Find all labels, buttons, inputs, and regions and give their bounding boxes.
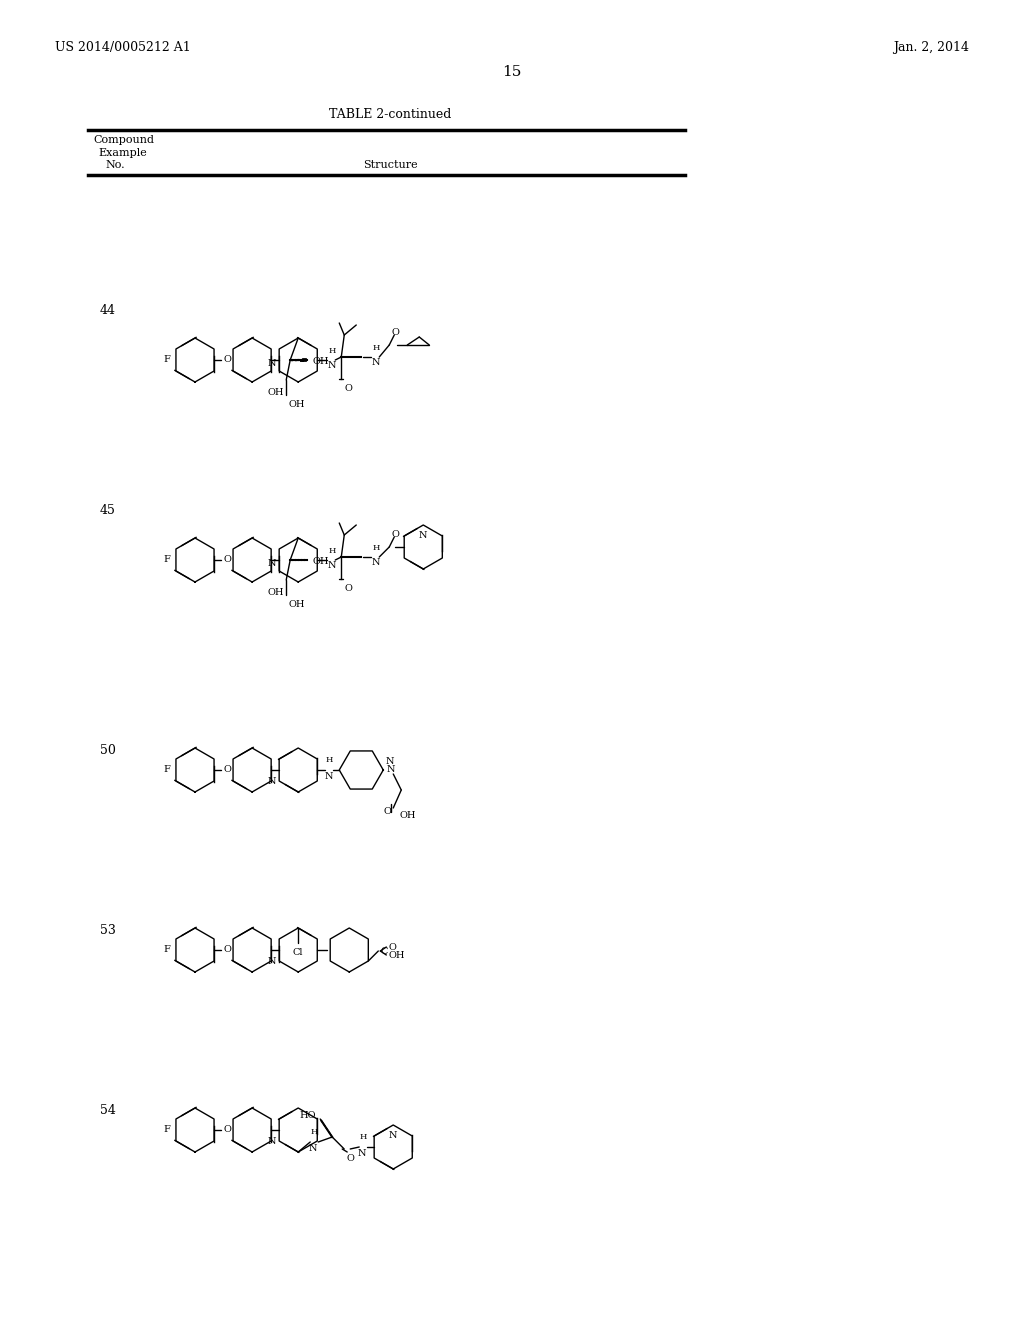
Text: N: N [267, 1137, 276, 1146]
Text: O: O [391, 531, 399, 539]
Text: OH: OH [388, 950, 404, 960]
Text: OH: OH [288, 400, 305, 409]
Text: OH: OH [312, 358, 329, 367]
Text: N: N [389, 1131, 397, 1140]
Text: 53: 53 [100, 924, 116, 936]
Text: TABLE 2-continued: TABLE 2-continued [329, 108, 452, 121]
Text: N: N [267, 957, 276, 965]
Text: O: O [223, 355, 231, 364]
Text: OH: OH [399, 812, 416, 821]
Text: H: H [329, 546, 336, 554]
Text: F: F [163, 355, 170, 364]
Text: O: O [223, 945, 231, 954]
Text: N: N [419, 531, 427, 540]
Text: H: H [373, 345, 380, 352]
Text: F: F [163, 556, 170, 565]
Text: OH: OH [267, 587, 285, 597]
Text: N: N [267, 359, 276, 368]
Text: N: N [267, 558, 276, 568]
Text: F: F [163, 766, 170, 775]
Text: 50: 50 [100, 743, 116, 756]
Text: Jan. 2, 2014: Jan. 2, 2014 [893, 41, 969, 54]
Text: HO: HO [300, 1110, 316, 1119]
Text: O: O [391, 327, 399, 337]
Text: No.: No. [105, 160, 125, 170]
Text: O: O [388, 942, 396, 952]
Text: O: O [223, 1126, 231, 1134]
Text: O: O [344, 384, 352, 393]
Text: O: O [223, 556, 231, 565]
Text: N: N [325, 772, 333, 781]
Text: O: O [346, 1154, 354, 1163]
Text: N: N [385, 756, 394, 766]
Text: H: H [359, 1133, 367, 1140]
Text: H: H [310, 1129, 317, 1137]
Text: O: O [383, 808, 391, 817]
Text: OH: OH [267, 388, 285, 397]
Text: C: C [380, 946, 388, 956]
Text: N: N [308, 1144, 316, 1152]
Text: Compound: Compound [93, 135, 154, 145]
Text: US 2014/0005212 A1: US 2014/0005212 A1 [55, 41, 190, 54]
Text: N: N [328, 360, 336, 370]
Text: O: O [223, 766, 231, 775]
Text: F: F [163, 945, 170, 954]
Text: N: N [386, 766, 395, 775]
Text: Cl: Cl [293, 948, 303, 957]
Text: H: H [329, 347, 336, 355]
Text: H: H [326, 756, 333, 764]
Text: N: N [372, 558, 380, 568]
Text: OH: OH [288, 601, 305, 609]
Text: OH: OH [312, 557, 329, 566]
Text: 15: 15 [503, 65, 521, 79]
Text: F: F [163, 1126, 170, 1134]
Text: 54: 54 [100, 1104, 116, 1117]
Text: 45: 45 [100, 503, 116, 516]
Text: N: N [372, 358, 380, 367]
Text: N: N [357, 1148, 366, 1158]
Text: O: O [344, 583, 352, 593]
Text: 44: 44 [100, 304, 116, 317]
Text: N: N [267, 776, 276, 785]
Text: H: H [373, 544, 380, 552]
Text: Structure: Structure [362, 160, 418, 170]
Text: N: N [328, 561, 336, 570]
Text: Example: Example [98, 148, 146, 158]
